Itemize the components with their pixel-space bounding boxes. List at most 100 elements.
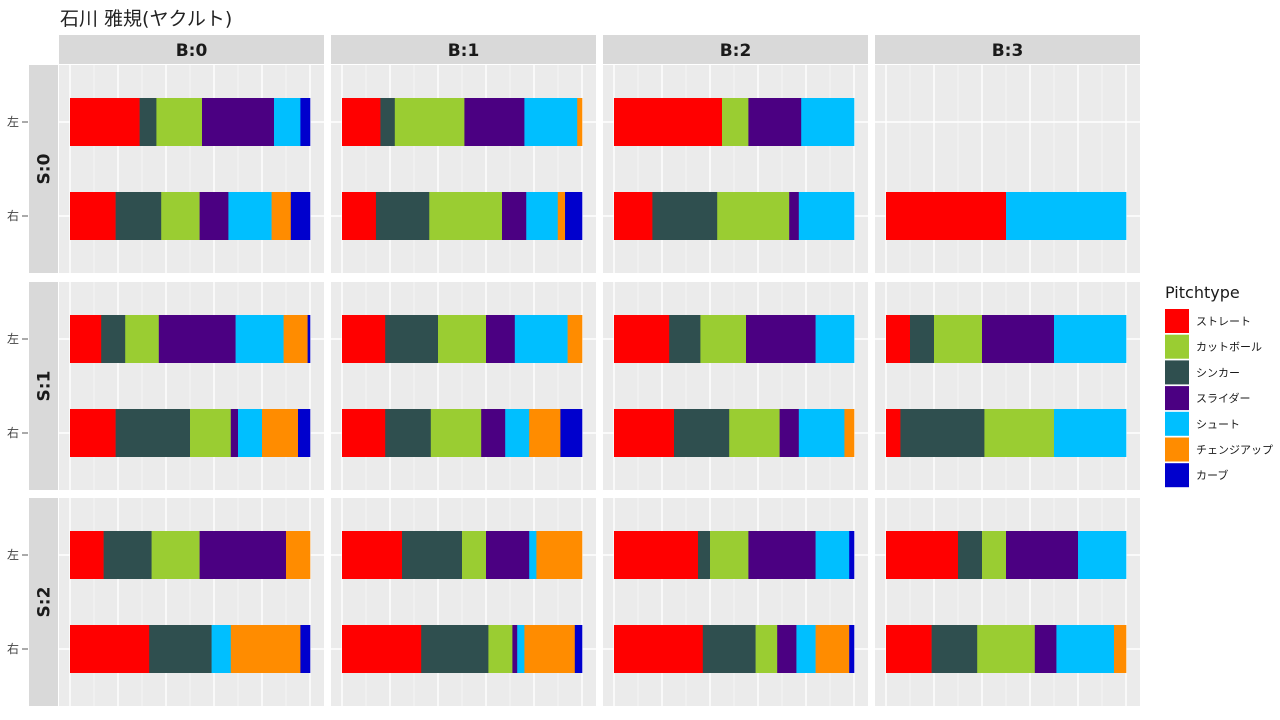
- bar-segment: [286, 531, 311, 579]
- bar-segment: [1034, 625, 1057, 673]
- bar-segment: [698, 531, 711, 579]
- panel-background: [875, 282, 1140, 490]
- bar-segment: [801, 98, 855, 146]
- bar-segment: [529, 531, 537, 579]
- bar-segment: [524, 625, 576, 673]
- bar-segment: [815, 315, 855, 363]
- bar-segment: [958, 531, 983, 579]
- bar-segment: [429, 192, 503, 240]
- bar-segment: [125, 315, 160, 363]
- bar-segment: [505, 409, 530, 457]
- bar-segment: [202, 98, 275, 146]
- column-strip: [603, 35, 868, 64]
- column-strip: [331, 35, 596, 64]
- panel: [875, 282, 1140, 490]
- legend-swatch: [1165, 437, 1189, 462]
- bar-segment: [652, 192, 718, 240]
- bar-segment: [199, 531, 287, 579]
- bar-segment: [342, 409, 386, 457]
- bar-segment: [669, 315, 701, 363]
- bar-segment: [149, 625, 212, 673]
- bar-segment: [486, 531, 530, 579]
- panel-background: [875, 65, 1140, 273]
- bar-segment: [931, 625, 978, 673]
- bar-segment: [300, 98, 311, 146]
- row-strip: [29, 498, 58, 706]
- bar-segment: [1114, 625, 1127, 673]
- bar-segment: [514, 315, 568, 363]
- column-strip: [59, 35, 324, 64]
- panel: [59, 65, 324, 273]
- legend-label: チェンジアップ: [1196, 444, 1273, 457]
- bar-segment: [574, 625, 583, 673]
- bar-segment: [151, 531, 200, 579]
- bar-segment: [577, 98, 583, 146]
- bar-segment: [190, 409, 232, 457]
- row-strip-label: S:0: [35, 153, 55, 184]
- bar-segment: [557, 192, 566, 240]
- bar-segment: [342, 625, 422, 673]
- panel: [331, 498, 596, 706]
- bar-segment: [900, 409, 985, 457]
- bar-segment: [342, 98, 381, 146]
- bar-segment: [702, 625, 756, 673]
- bar-segment: [230, 409, 239, 457]
- legend-swatch: [1165, 360, 1189, 385]
- bar-segment: [70, 625, 150, 673]
- y-tick-label: 左: [7, 547, 19, 562]
- bar-segment: [230, 625, 301, 673]
- bar-segment: [844, 409, 855, 457]
- bar-segment: [614, 315, 670, 363]
- bar-segment: [796, 625, 816, 673]
- bar-segment: [199, 192, 229, 240]
- bar-segment: [674, 409, 730, 457]
- column-strip-label: B:1: [448, 41, 480, 61]
- bar-segment: [464, 98, 525, 146]
- bar-segment: [342, 531, 403, 579]
- legend-swatch: [1165, 463, 1189, 488]
- bar-segment: [567, 315, 583, 363]
- bar-segment: [394, 98, 465, 146]
- legend-label: カットボール: [1196, 341, 1262, 354]
- y-tick-label: 右: [7, 641, 19, 656]
- bar-segment: [101, 315, 126, 363]
- panel-background: [603, 65, 868, 273]
- bar-segment: [385, 409, 432, 457]
- y-tick-label: 右: [7, 425, 19, 440]
- bar-segment: [982, 531, 1007, 579]
- bar-segment: [235, 315, 284, 363]
- panel: [59, 498, 324, 706]
- bar-segment: [385, 315, 439, 363]
- bar-segment: [238, 409, 263, 457]
- panel: [875, 65, 1140, 273]
- panel: [603, 65, 868, 273]
- bar-segment: [614, 625, 704, 673]
- bar-segment: [517, 625, 525, 673]
- bar-segment: [438, 315, 487, 363]
- bar-segment: [512, 625, 518, 673]
- legend-label: シュート: [1196, 418, 1240, 431]
- column-strip-label: B:2: [720, 41, 752, 61]
- bar-segment: [984, 409, 1055, 457]
- panel-background: [59, 65, 324, 273]
- bar-segment: [262, 409, 299, 457]
- bar-segment: [298, 409, 311, 457]
- legend-title: Pitchtype: [1165, 283, 1240, 302]
- bar-segment: [1054, 315, 1127, 363]
- panel: [331, 282, 596, 490]
- bar-segment: [815, 625, 850, 673]
- bar-segment: [481, 409, 506, 457]
- bar-segment: [614, 409, 675, 457]
- legend-swatch: [1165, 309, 1189, 333]
- legend-swatch: [1165, 411, 1189, 436]
- bar-segment: [1054, 409, 1127, 457]
- bar-segment: [342, 315, 386, 363]
- legend: Pitchtype ストレートカットボールシンカースライダーシュートチェンジアップ…: [1165, 283, 1273, 488]
- bar-segment: [139, 98, 157, 146]
- bar-segment: [421, 625, 489, 673]
- bar-segment: [274, 98, 301, 146]
- column-strip: [875, 35, 1140, 64]
- y-tick-label: 左: [7, 114, 19, 129]
- row-strip-label: S:1: [35, 371, 55, 402]
